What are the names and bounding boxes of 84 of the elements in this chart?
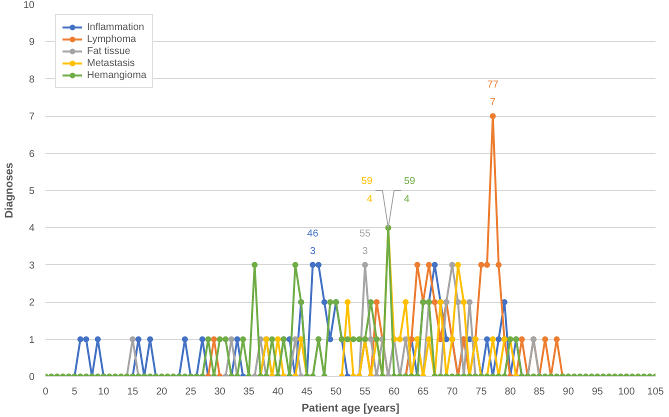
point xyxy=(310,262,316,268)
annotation: 55 3 xyxy=(359,228,372,257)
point xyxy=(344,299,351,306)
point xyxy=(321,299,328,306)
x-tick-label: 65 xyxy=(418,386,430,398)
x-tick-label: 35 xyxy=(243,386,255,398)
point xyxy=(374,299,380,306)
x-tick-label: 30 xyxy=(214,386,226,398)
x-tick-label: 60 xyxy=(388,386,400,398)
y-tick-label: 3 xyxy=(28,260,35,272)
point xyxy=(460,299,467,306)
point xyxy=(432,262,438,268)
point xyxy=(426,262,432,268)
point xyxy=(182,336,188,342)
legend-label: Inflammation xyxy=(87,21,144,33)
point xyxy=(542,336,548,342)
x-tick-label: 25 xyxy=(185,386,197,398)
point xyxy=(478,262,484,268)
point xyxy=(83,336,90,342)
point xyxy=(94,336,101,342)
annotation: 46 3 xyxy=(307,228,319,257)
legend-label: Lymphoma xyxy=(87,33,136,45)
point xyxy=(210,336,217,342)
point xyxy=(496,336,502,342)
y-tick-label: 5 xyxy=(28,186,35,197)
point xyxy=(228,336,234,342)
point xyxy=(518,336,525,342)
x-tick-label: 90 xyxy=(562,386,574,398)
point xyxy=(147,336,154,342)
y-tick-label: 10 xyxy=(23,0,35,11)
point xyxy=(496,262,502,268)
x-axis-title: Patient age [years] xyxy=(302,402,400,414)
annotation: 59 4 xyxy=(361,176,373,205)
x-tick-label: 55 xyxy=(359,386,372,398)
point xyxy=(414,262,420,268)
point xyxy=(130,336,136,342)
point xyxy=(77,336,84,342)
legend-label: Fat tissue xyxy=(87,45,130,57)
point xyxy=(199,336,206,342)
point xyxy=(454,262,461,268)
point xyxy=(484,336,490,342)
y-tick-label: 4 xyxy=(28,223,35,234)
x-tick-label: 80 xyxy=(504,386,516,398)
x-tick-label: 100 xyxy=(618,386,636,398)
y-tick-label: 7 xyxy=(28,112,35,123)
legend-label: Hemangioma xyxy=(87,69,146,81)
point xyxy=(362,262,368,268)
x-tick-label: 10 xyxy=(98,386,110,398)
x-tick-label: 0 xyxy=(42,386,49,398)
point xyxy=(554,336,560,342)
point xyxy=(274,336,281,342)
annotation: 59 4 xyxy=(404,176,416,205)
annotation: 77 7 xyxy=(487,80,499,108)
y-tick-label: 2 xyxy=(28,298,35,309)
point xyxy=(402,299,409,306)
point xyxy=(396,336,403,342)
y-axis-title: Diagnoses xyxy=(3,162,16,218)
point xyxy=(292,336,298,342)
point xyxy=(234,336,240,342)
x-tick-label: 5 xyxy=(72,386,78,398)
x-tick-label: 15 xyxy=(127,386,139,398)
x-tick-label: 20 xyxy=(156,386,168,398)
y-tick-label: 6 xyxy=(28,148,35,160)
x-tick-label: 50 xyxy=(330,386,342,398)
x-tick-label: 85 xyxy=(534,386,546,398)
legend-label: Metastasis xyxy=(87,57,135,69)
y-tick-label: 0 xyxy=(28,372,35,383)
x-tick-label: 70 xyxy=(446,386,458,398)
x-tick-label: 40 xyxy=(272,386,284,398)
point xyxy=(135,336,142,342)
x-tick-label: 105 xyxy=(647,386,664,398)
y-tick-label: 8 xyxy=(28,74,35,86)
point xyxy=(449,262,456,268)
x-tick-label: 45 xyxy=(301,386,313,398)
x-tick-label: 75 xyxy=(476,386,488,398)
x-tick-label: 95 xyxy=(592,386,604,398)
y-tick-label: 9 xyxy=(28,37,35,48)
point xyxy=(432,299,438,306)
point xyxy=(316,262,322,268)
point xyxy=(466,299,473,306)
point xyxy=(490,336,496,342)
point xyxy=(484,262,490,268)
y-tick-label: 1 xyxy=(28,334,35,346)
point xyxy=(368,336,374,342)
